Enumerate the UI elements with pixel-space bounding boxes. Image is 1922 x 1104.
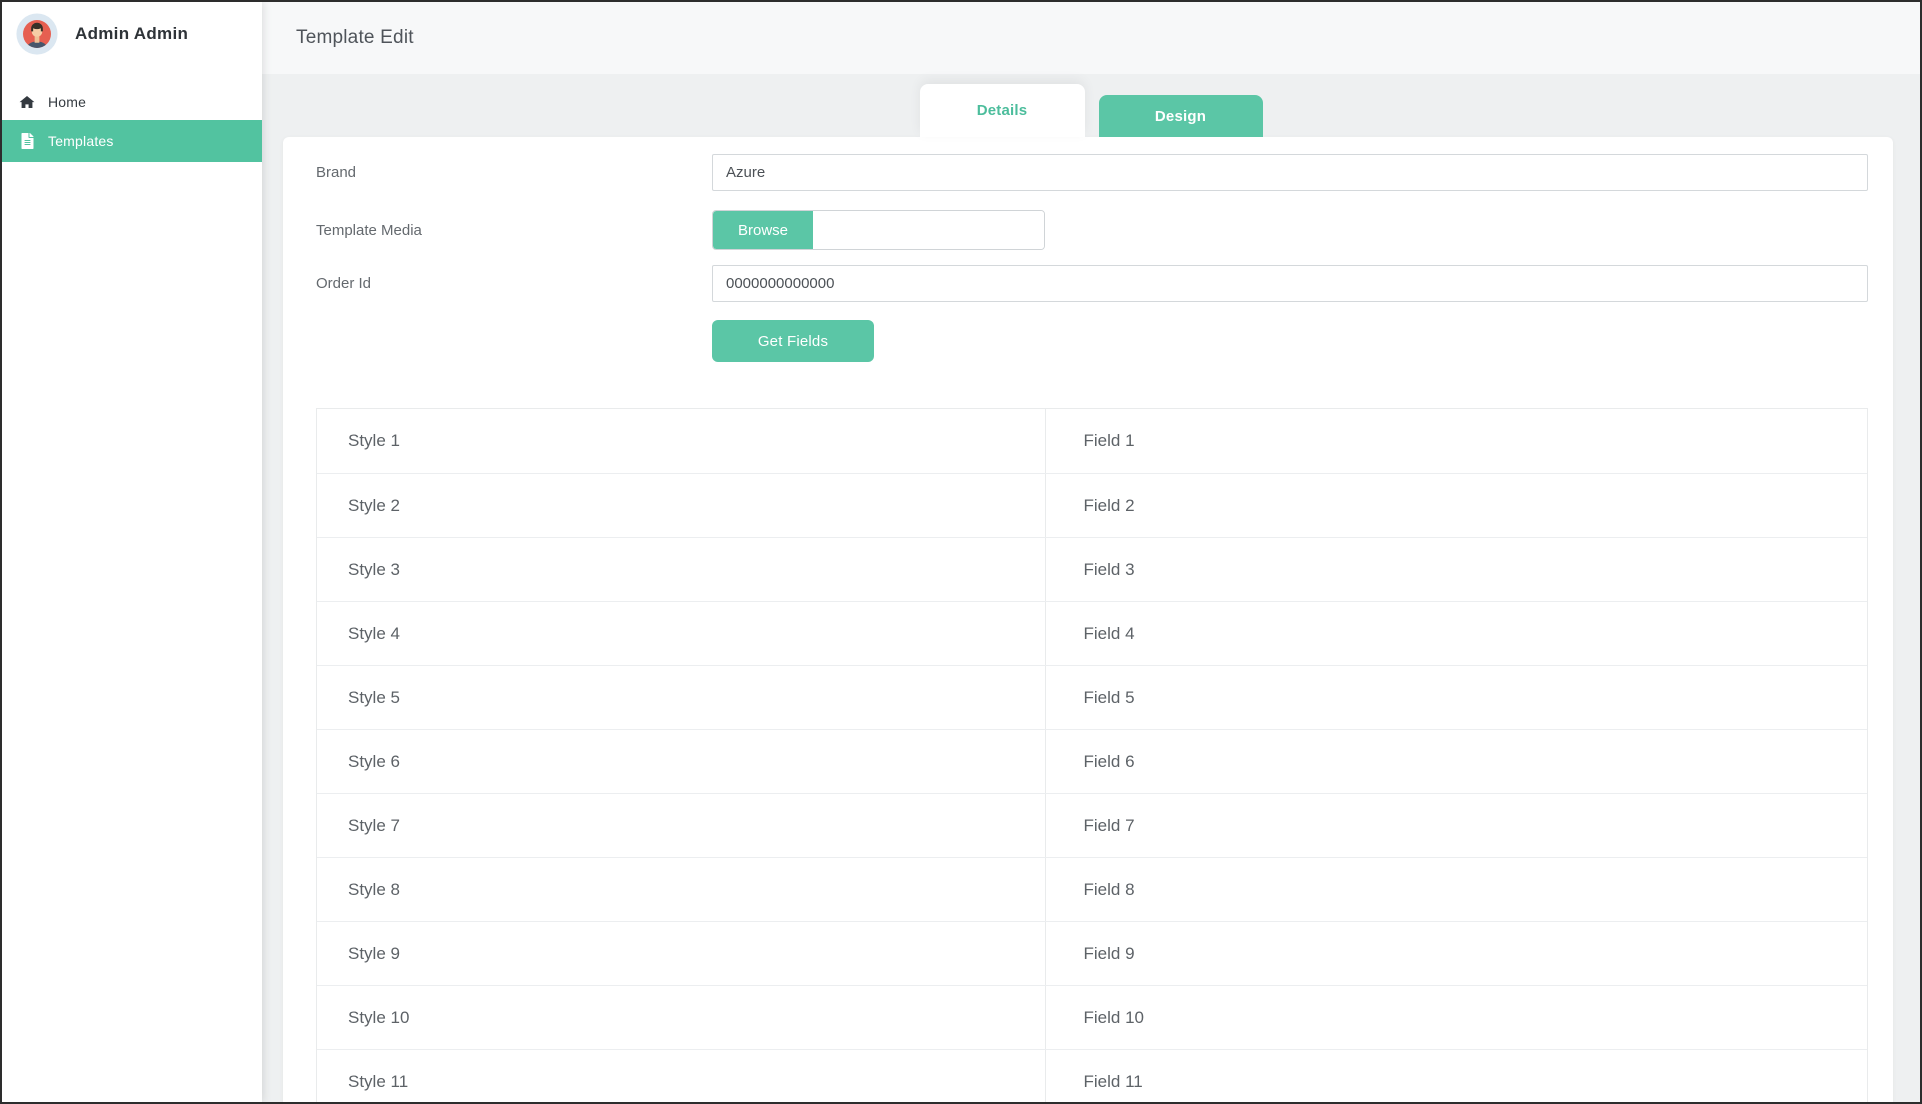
field-cell: Field 7 (1083, 815, 1135, 835)
sidebar-item-label: Home (48, 94, 87, 110)
sidebar: Admin Admin Home Templates (2, 2, 262, 1102)
file-name-box (813, 211, 1044, 249)
style-cell: Style 9 (317, 922, 1046, 985)
table-row: Style 1 Field 1 (317, 409, 1867, 473)
form-label-spacer (316, 320, 712, 362)
style-cell: Style 1 (317, 409, 1046, 473)
field-cell: Field 9 (1083, 943, 1135, 963)
style-cell: Style 2 (317, 474, 1046, 537)
sidebar-item-label: Templates (48, 133, 114, 149)
style-cell: Style 10 (317, 986, 1046, 1049)
style-cell: Style 8 (317, 858, 1046, 921)
page-header: Template Edit (262, 2, 1920, 74)
order-id-label: Order Id (316, 275, 372, 292)
form-row-brand: Brand (316, 154, 1868, 191)
table-row: Style 4 Field 4 (317, 601, 1867, 665)
field-cell: Field 8 (1083, 879, 1135, 899)
content-area: Details Design Brand Template Media (262, 74, 1920, 1102)
table-row: Style 3 Field 3 (317, 537, 1867, 601)
field-cell: Field 10 (1083, 1007, 1144, 1027)
field-cell: Field 4 (1083, 623, 1135, 643)
form-row-order-id: Order Id (316, 265, 1868, 302)
main-area: Template Edit Details Design Brand Templ… (262, 2, 1920, 1102)
form-row-submit: Get Fields (316, 320, 1868, 362)
table-row: Style 9 Field 9 (317, 921, 1867, 985)
get-fields-button[interactable]: Get Fields (712, 320, 874, 362)
style-cell: Style 3 (317, 538, 1046, 601)
browse-button[interactable]: Browse (713, 211, 813, 249)
template-media-label: Template Media (316, 221, 422, 239)
field-cell: Field 2 (1083, 495, 1135, 515)
details-panel: Brand Template Media Browse (283, 137, 1893, 1102)
table-row: Style 10 Field 10 (317, 985, 1867, 1049)
field-cell: Field 1 (1083, 431, 1135, 450)
tab-details[interactable]: Details (919, 84, 1085, 137)
template-form: Brand Template Media Browse (316, 154, 1868, 362)
table-row: Style 11 Field 11 (317, 1049, 1867, 1102)
field-cell: Field 3 (1083, 559, 1135, 579)
brand-input[interactable] (712, 154, 1868, 191)
user-name: Admin Admin (75, 24, 189, 43)
tab-bar: Details Design (262, 74, 1920, 137)
style-cell: Style 6 (317, 730, 1046, 793)
table-row: Style 8 Field 8 (317, 857, 1867, 921)
style-cell: Style 4 (317, 602, 1046, 665)
table-row: Style 5 Field 5 (317, 665, 1867, 729)
fields-table: Style 1 Field 1 Style 2 Field 2 Style 3 … (316, 408, 1868, 1102)
order-id-input[interactable] (712, 265, 1868, 302)
table-row: Style 7 Field 7 (317, 793, 1867, 857)
sidebar-item-templates[interactable]: Templates (2, 120, 262, 162)
template-media-file-input[interactable]: Browse (712, 210, 1045, 250)
page-title: Template Edit (296, 27, 414, 48)
field-cell: Field 5 (1083, 687, 1135, 707)
form-row-template-media: Template Media Browse (316, 210, 1868, 250)
table-row: Style 6 Field 6 (317, 729, 1867, 793)
table-row: Style 2 Field 2 (317, 473, 1867, 537)
home-icon (19, 95, 35, 109)
sidebar-item-home[interactable]: Home (2, 84, 262, 120)
brand-label: Brand (316, 164, 357, 181)
tab-design[interactable]: Design (1098, 95, 1263, 137)
avatar (16, 13, 58, 55)
user-profile: Admin Admin (2, 2, 262, 67)
sidebar-nav: Home Templates (2, 84, 262, 162)
field-cell: Field 6 (1083, 751, 1135, 771)
file-icon (19, 133, 35, 149)
field-cell: Field 11 (1083, 1071, 1143, 1091)
style-cell: Style 5 (317, 666, 1046, 729)
style-cell: Style 7 (317, 794, 1046, 857)
style-cell: Style 11 (317, 1050, 1046, 1102)
